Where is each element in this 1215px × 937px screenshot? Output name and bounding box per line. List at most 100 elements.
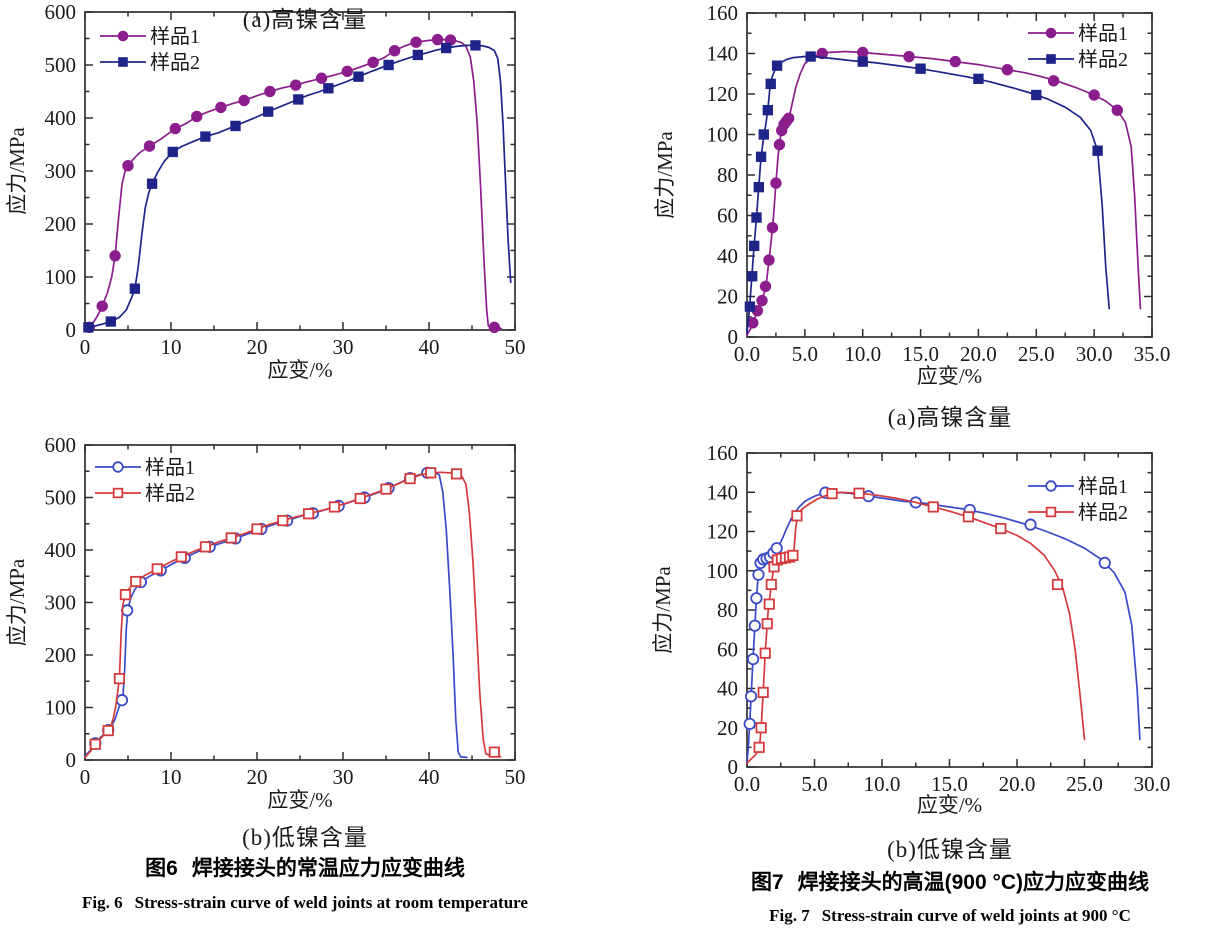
figure6-column: 0 10 20 30 40 50 0 100 200 300 400 500 600 应变/% 应力/MPa…	[0, 0, 610, 913]
fig6-caption-zh: 图6 焊接接头的常温应力应变曲线	[0, 852, 610, 882]
fig7a-series-2-markers	[744, 51, 1103, 312]
fig6b-axis-ticks	[84, 444, 516, 761]
fig6a-series-1-markers	[83, 33, 501, 334]
svg-text:60: 60	[717, 204, 738, 228]
fig6b-series-2-markers	[89, 467, 500, 758]
fig6-caption-zh-label: 图6	[145, 857, 178, 880]
fig6-caption-en-text: Stress-strain curve of weld joints at ro…	[134, 893, 528, 912]
svg-text:140: 140	[707, 480, 739, 504]
fig7b-chart: 0.0 5.0 10.0 15.0 20.0 25.0 30.0 0 20 40 60 80 100 12…	[651, 441, 1170, 817]
svg-text:40: 40	[717, 677, 738, 701]
fig7a-series-1-line	[746, 50, 1142, 336]
svg-text:80: 80	[717, 163, 738, 187]
svg-text:600: 600	[45, 0, 77, 24]
fig7-caption-zh-label: 图7	[750, 871, 784, 894]
fig7b-legend-item-2: 样品2	[1078, 501, 1128, 524]
fig7a-ylabel: 应力/MPa	[653, 131, 677, 219]
svg-text:160: 160	[707, 441, 739, 465]
svg-text:20: 20	[717, 716, 738, 740]
fig7b-legend-item-1: 样品1	[1078, 475, 1128, 498]
fig6a-series-2-markers	[83, 40, 481, 333]
fig7b-series-1-markers	[743, 486, 1111, 730]
svg-text:0: 0	[80, 335, 91, 359]
fig6-caption-zh-text: 焊接接头的常温应力应变曲线	[191, 857, 465, 880]
svg-text:20: 20	[717, 285, 738, 309]
svg-text:5.0: 5.0	[792, 342, 818, 366]
fig7a-series-1-markers	[747, 46, 1123, 329]
svg-text:0: 0	[728, 325, 739, 349]
svg-text:40: 40	[419, 335, 440, 359]
fig7a-axis-ticks	[746, 12, 1153, 338]
svg-text:100: 100	[707, 123, 739, 147]
svg-text:20: 20	[247, 765, 268, 789]
fig6b-series-2-line	[84, 471, 502, 759]
svg-text:500: 500	[45, 486, 77, 510]
svg-text:5.0: 5.0	[801, 772, 827, 796]
svg-text:15.0: 15.0	[902, 342, 939, 366]
svg-text:10.0: 10.0	[864, 772, 901, 796]
fig7a-tick-labels: 0.0 5.0 10.0 15.0 20.0 25.0 30.0 35.0 0 20 40 60 80 1…	[707, 1, 1171, 366]
fig6-caption-en: Fig. 6 Stress-strain curve of weld joints…	[0, 893, 610, 913]
fig7b-series-2-markers	[753, 487, 1064, 753]
fig6b-legend-item-1: 样品1	[145, 456, 195, 479]
svg-text:15.0: 15.0	[931, 772, 968, 796]
svg-text:140: 140	[707, 42, 739, 66]
svg-text:300: 300	[45, 591, 77, 615]
fig6b-series-1-markers	[89, 466, 434, 750]
svg-text:0.0: 0.0	[734, 342, 760, 366]
fig6a-legend-item-2: 样品2	[150, 51, 200, 74]
svg-text:35.0: 35.0	[1134, 342, 1171, 366]
svg-text:20.0: 20.0	[999, 772, 1036, 796]
fig6a-subcaption: (a)高镍含量	[242, 7, 368, 32]
svg-text:600: 600	[45, 433, 77, 457]
fig7a-series-2-line	[746, 55, 1111, 334]
fig6a-series-2-line	[84, 44, 512, 330]
svg-text:200: 200	[45, 643, 77, 667]
fig6a-ylabel: 应力/MPa	[5, 127, 29, 215]
svg-text:50: 50	[505, 335, 526, 359]
fig7b-subcaption: (b)低镍含量	[887, 837, 1013, 862]
fig6b-legend-item-2: 样品2	[145, 482, 195, 505]
fig6b-ylabel: 应力/MPa	[5, 558, 29, 646]
svg-text:25.0: 25.0	[1066, 772, 1103, 796]
fig7b-series-1-line	[746, 491, 1141, 764]
svg-text:30.0: 30.0	[1076, 342, 1113, 366]
svg-text:40: 40	[717, 244, 738, 268]
fig7b-series-2-line	[746, 491, 1086, 764]
fig6b-subcaption: (b)低镍含量	[242, 825, 368, 850]
svg-text:0: 0	[80, 765, 91, 789]
svg-text:200: 200	[45, 212, 77, 236]
svg-text:30: 30	[333, 335, 354, 359]
fig6a-chart: 0 10 20 30 40 500100200300400500600应变/%应力/MPa…	[5, 0, 526, 382]
fig6a-xlabel: 应变/%	[267, 358, 332, 382]
svg-text:25.0: 25.0	[1018, 342, 1055, 366]
svg-text:0: 0	[66, 748, 77, 772]
svg-text:10: 10	[161, 335, 182, 359]
svg-text:80: 80	[717, 598, 738, 622]
svg-text:40: 40	[419, 765, 440, 789]
fig7a-subcaption: (a)高镍含量	[887, 405, 1013, 430]
svg-text:10.0: 10.0	[844, 342, 881, 366]
svg-text:100: 100	[45, 265, 77, 289]
svg-text:120: 120	[707, 520, 739, 544]
fig7a-legend-item-1: 样品1	[1078, 22, 1128, 45]
fig6a-legend-item-1: 样品1	[150, 25, 200, 48]
fig7-caption-zh: 图7 焊接接头的高温(900 °C)应力应变曲线	[685, 866, 1215, 896]
svg-text:500: 500	[45, 53, 77, 77]
svg-text:0.0: 0.0	[734, 772, 760, 796]
svg-text:400: 400	[45, 106, 77, 130]
fig6b-xlabel: 应变/%	[267, 788, 332, 812]
fig7a-legend-item-2: 样品2	[1078, 48, 1128, 71]
fig7b-xlabel: 应变/%	[917, 793, 982, 817]
figure7-column: 0.0 5.0 10.0 15.0 20.0 25.0 30.0 35.0 0 20 40 60 80 1…	[610, 0, 1215, 937]
fig7-caption-en: Fig. 7 Stress-strain curve of weld joints…	[685, 906, 1215, 926]
svg-text:160: 160	[707, 1, 739, 25]
svg-text:50: 50	[505, 765, 526, 789]
fig7-caption-en-label: Fig. 7	[769, 906, 810, 925]
fig7-caption-zh-text: 焊接接头的高温(900 °C)应力应变曲线	[797, 871, 1150, 894]
